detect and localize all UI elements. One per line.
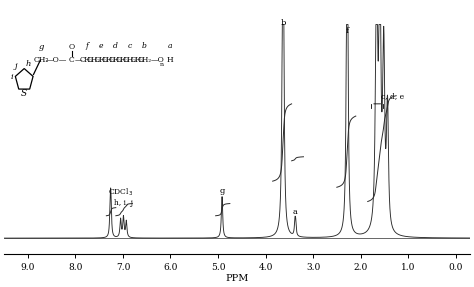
Text: c: c (128, 42, 132, 50)
Text: f: f (346, 27, 349, 35)
Text: CH₂: CH₂ (123, 56, 137, 64)
Text: i: i (11, 73, 14, 81)
X-axis label: PPM: PPM (225, 274, 249, 283)
Text: b: b (281, 19, 286, 26)
Text: CH₂: CH₂ (130, 56, 144, 64)
Text: j: j (14, 62, 17, 70)
Text: —: — (74, 56, 82, 64)
Text: CDCl$_3$: CDCl$_3$ (108, 187, 134, 199)
Text: g: g (38, 43, 44, 51)
Text: n: n (160, 62, 164, 67)
Text: CH₂: CH₂ (109, 56, 123, 64)
Text: —O: —O (151, 56, 165, 64)
Text: CH₂: CH₂ (137, 56, 151, 64)
Text: b: b (142, 42, 147, 50)
Text: g: g (220, 187, 226, 195)
Text: CH₂: CH₂ (101, 56, 116, 64)
Text: a: a (292, 208, 297, 216)
Text: d: d (113, 42, 118, 50)
Text: h: h (25, 60, 31, 68)
Text: —O—: —O— (46, 56, 67, 64)
Text: CH₂: CH₂ (34, 56, 49, 64)
Text: c, d, e: c, d, e (381, 92, 404, 100)
Text: CH₂: CH₂ (116, 56, 130, 64)
Text: O: O (69, 43, 75, 51)
Text: h, i, j: h, i, j (114, 199, 133, 207)
Text: e: e (99, 42, 103, 50)
Text: a: a (167, 42, 172, 50)
Text: f: f (85, 42, 88, 50)
Text: S: S (21, 89, 27, 98)
Text: CH₂: CH₂ (94, 56, 108, 64)
Text: CH₂: CH₂ (87, 56, 101, 64)
Text: H: H (166, 56, 173, 64)
Text: C: C (69, 56, 74, 64)
Text: CH₂: CH₂ (80, 56, 94, 64)
